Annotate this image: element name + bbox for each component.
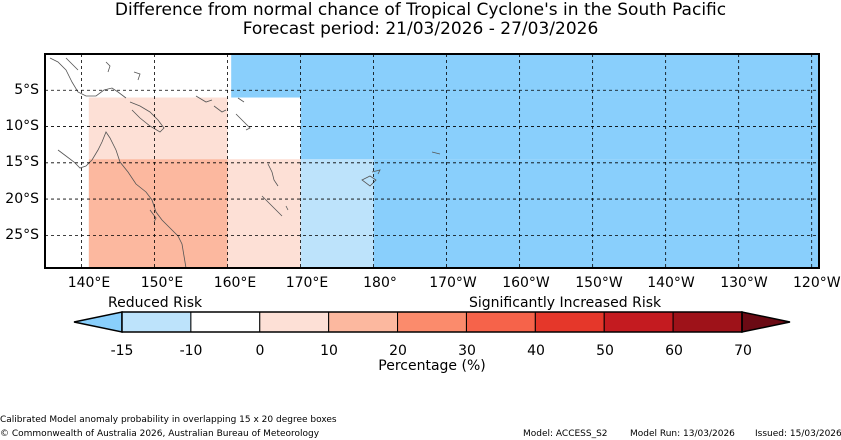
coastline-new-guinea-tail bbox=[129, 101, 165, 133]
cb-tick-label: 20 bbox=[389, 343, 407, 359]
cb-tick-label: 60 bbox=[665, 343, 683, 359]
colorbar-segment bbox=[259, 311, 330, 333]
coastline-fragment bbox=[237, 97, 245, 103]
risk-box bbox=[231, 54, 819, 98]
lat-label-25s: 25°S bbox=[5, 227, 39, 243]
coastline-australia bbox=[57, 131, 187, 269]
colorbar-segments bbox=[121, 311, 743, 333]
lat-label-5s: 5°S bbox=[14, 82, 39, 98]
lat-label-15s: 15°S bbox=[5, 154, 39, 170]
coastline-solomons bbox=[235, 113, 251, 131]
risk-box bbox=[300, 159, 374, 268]
coastline-new-caledonia bbox=[261, 195, 283, 217]
map-frame bbox=[44, 53, 820, 269]
colorbar-segment bbox=[465, 311, 536, 333]
colorbar-frame bbox=[121, 311, 743, 333]
lon-label-140w: 140°W bbox=[647, 275, 695, 291]
colorbar-segment bbox=[672, 311, 743, 333]
cb-tick-label: 40 bbox=[527, 343, 545, 359]
colorbar-high-arrow bbox=[741, 311, 791, 333]
lon-label-160w: 160°W bbox=[502, 275, 550, 291]
reduced-risk-label: Reduced Risk bbox=[108, 295, 203, 311]
colorbar-segment bbox=[534, 311, 605, 333]
lon-label-120w: 120°W bbox=[793, 275, 841, 291]
coastline-new-britain bbox=[195, 95, 213, 103]
lon-label-140e: 140°E bbox=[67, 275, 111, 291]
cb-tick-label: 0 bbox=[255, 343, 265, 359]
lon-label-170w: 170°W bbox=[429, 275, 477, 291]
colorbar-segment bbox=[397, 311, 467, 333]
lon-label-170e: 170°E bbox=[285, 275, 329, 291]
colorbar-xlabel: Percentage (%) bbox=[378, 358, 486, 374]
lon-label-180: 180° bbox=[363, 275, 397, 291]
risk-box bbox=[373, 159, 819, 268]
cb-tick-label: 50 bbox=[596, 343, 614, 359]
graticule bbox=[45, 54, 819, 268]
cb-tick-label: 10 bbox=[320, 343, 338, 359]
coastline-fiji bbox=[361, 175, 377, 187]
risk-box bbox=[88, 159, 228, 268]
cb-tick-label: 70 bbox=[734, 343, 752, 359]
footer-copyright: © Commonwealth of Australia 2026, Austra… bbox=[0, 429, 320, 439]
increased-risk-label: Significantly Increased Risk bbox=[469, 295, 662, 311]
colorbar-segment bbox=[603, 311, 674, 333]
coastline-fragment bbox=[105, 61, 111, 73]
footer-model-run: Model Run: 13/03/2026 bbox=[630, 429, 735, 439]
cb-tick-label: 30 bbox=[458, 343, 476, 359]
colorbar-segment bbox=[190, 311, 261, 333]
risk-map bbox=[44, 53, 820, 269]
coastline-samoa bbox=[431, 151, 441, 155]
lon-label-150e: 150°E bbox=[140, 275, 184, 291]
risk-box bbox=[300, 97, 819, 160]
lat-label-20s: 20°S bbox=[5, 191, 39, 207]
footer-note: Calibrated Model anomaly probability in … bbox=[0, 415, 337, 425]
risk-box bbox=[227, 159, 301, 268]
coastline-fragment bbox=[133, 71, 141, 81]
lat-label-10s: 10°S bbox=[5, 118, 39, 134]
coastline-png bbox=[49, 57, 127, 99]
risk-boxes bbox=[88, 54, 819, 268]
coastline-island bbox=[213, 105, 227, 113]
lon-label-160e: 160°E bbox=[213, 275, 257, 291]
coastlines bbox=[49, 57, 441, 269]
map-title: Difference from normal chance of Tropica… bbox=[114, 0, 727, 20]
colorbar-segment bbox=[328, 311, 399, 333]
footer-model: Model: ACCESS_S2 bbox=[523, 429, 608, 439]
coastline-fragment bbox=[65, 57, 79, 71]
coastline-loyalty bbox=[285, 205, 289, 211]
forecast-period: Forecast period: 21/03/2026 - 27/03/2026 bbox=[242, 19, 599, 39]
coastline-fragment bbox=[149, 209, 157, 223]
coastline-fiji-2 bbox=[371, 169, 381, 175]
risk-box bbox=[88, 97, 228, 160]
cb-tick-label: -10 bbox=[179, 343, 203, 359]
lon-label-130w: 130°W bbox=[720, 275, 768, 291]
colorbar-low-arrow bbox=[73, 311, 123, 333]
footer-issued: Issued: 15/03/2026 bbox=[755, 429, 841, 439]
colorbar bbox=[73, 311, 791, 333]
cb-tick-label: -15 bbox=[110, 343, 134, 359]
colorbar-segment bbox=[121, 311, 192, 333]
lon-label-150w: 150°W bbox=[575, 275, 623, 291]
coastline-vanuatu bbox=[267, 163, 279, 187]
